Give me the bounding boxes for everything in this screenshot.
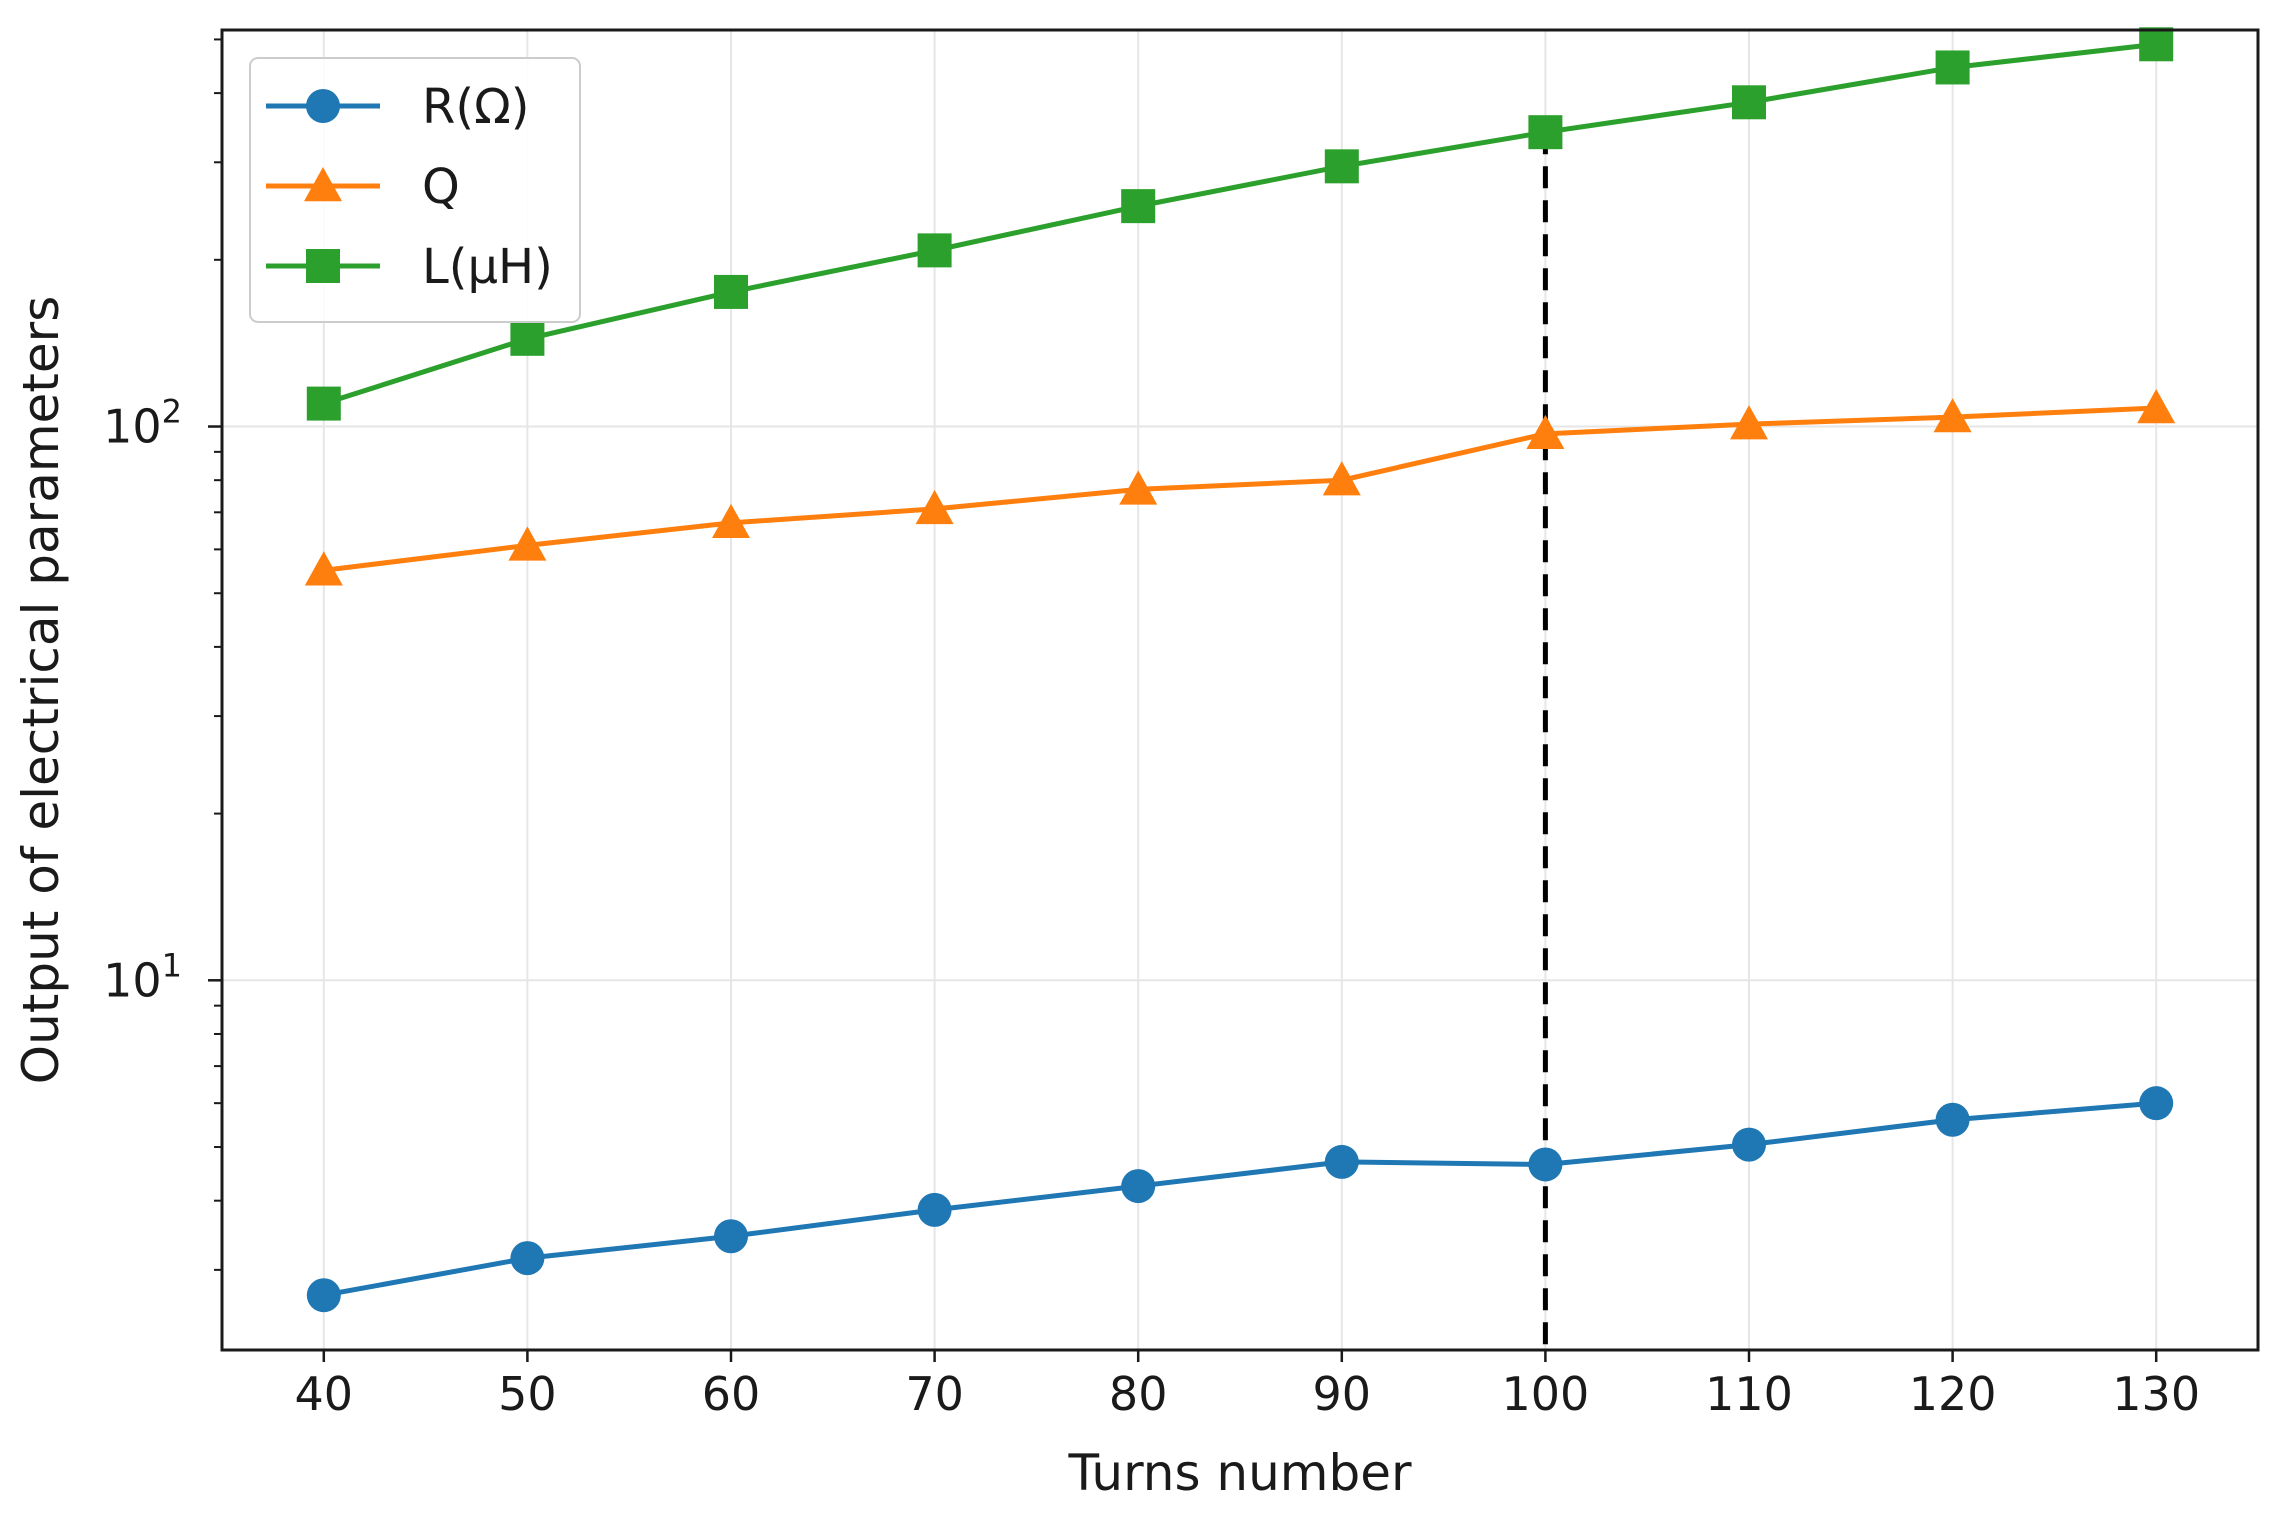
legend-marker	[306, 89, 340, 123]
legend-label: L(μH)	[422, 239, 553, 295]
data-point	[1730, 405, 1768, 440]
data-point	[1933, 398, 1972, 433]
data-point	[915, 489, 954, 525]
series-1	[304, 389, 2176, 586]
data-point	[1121, 189, 1156, 224]
data-point	[510, 321, 545, 356]
series-line	[323, 41, 2157, 406]
x-tick-label: 110	[1705, 1367, 1793, 1421]
data-point	[1935, 1102, 1970, 1137]
x-tick-label: 90	[1313, 1367, 1372, 1421]
data-point	[714, 1219, 748, 1254]
data-point	[712, 503, 750, 539]
series-2	[306, 27, 2174, 421]
data-point	[917, 233, 952, 268]
y-axis-title: Output of electrical parameters	[12, 296, 70, 1085]
x-tick-label: 40	[295, 1367, 354, 1421]
y-tick-label: 102	[103, 393, 182, 454]
y-tick-label-exponent: 1	[162, 946, 182, 984]
data-point	[2137, 389, 2176, 424]
plot-frame	[220, 28, 2260, 1352]
x-axis-title: Turns number	[1067, 1444, 1412, 1502]
x-tick-label: 70	[905, 1367, 964, 1421]
legend-item: R(Ω)	[266, 79, 529, 135]
legend-marker	[304, 167, 342, 202]
legend-label: R(Ω)	[422, 79, 529, 135]
y-tick-label-base: 10	[103, 953, 162, 1007]
data-point	[2139, 1086, 2174, 1121]
data-point	[1935, 50, 1970, 85]
data-point	[1322, 461, 1361, 496]
y-tick-label-base: 10	[103, 400, 162, 454]
x-tick-label: 60	[702, 1367, 761, 1421]
legend-marker	[306, 249, 340, 283]
data-point	[1732, 1127, 1766, 1162]
x-tick-label: 100	[1501, 1367, 1589, 1421]
x-tick-label: 120	[1909, 1367, 1997, 1421]
data-point	[1732, 85, 1766, 120]
data-point	[1324, 1144, 1359, 1179]
data-point	[1324, 149, 1359, 184]
y-tick-label: 101	[103, 946, 182, 1007]
series-group	[304, 27, 2176, 1313]
data-point	[304, 551, 343, 586]
data-point	[1528, 115, 1563, 150]
data-point	[1528, 1147, 1563, 1182]
legend-item: Q	[266, 159, 460, 215]
data-point	[1119, 470, 1158, 505]
legend-item: L(μH)	[266, 239, 553, 295]
x-tick-label: 50	[498, 1367, 557, 1421]
data-point	[508, 526, 547, 561]
series-line	[323, 405, 2157, 573]
x-axis: 40 50 60 70 80 90 100 110 120 130	[295, 1350, 2200, 1421]
data-point	[1121, 1169, 1156, 1204]
legend-label: Q	[422, 159, 460, 215]
data-point	[714, 274, 748, 309]
data-point	[306, 386, 341, 421]
data-point	[917, 1192, 952, 1227]
x-tick-label: 130	[2112, 1367, 2200, 1421]
x-tick-label: 80	[1109, 1367, 1168, 1421]
data-point	[2139, 27, 2174, 62]
series-line	[323, 1100, 2157, 1298]
series-0	[306, 1086, 2174, 1313]
data-point	[510, 1241, 545, 1276]
legend: R(Ω) Q L(μH)	[249, 57, 581, 323]
data-point	[1526, 414, 1565, 450]
y-tick-label-exponent: 2	[162, 393, 182, 431]
data-point	[306, 1278, 341, 1313]
